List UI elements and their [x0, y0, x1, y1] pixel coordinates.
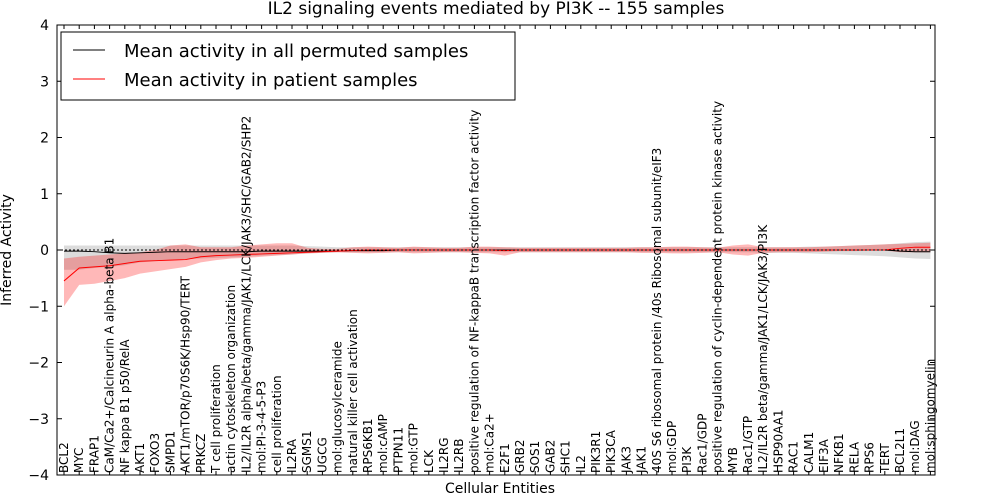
- x-tick-label: Rac1/GTP: [741, 416, 755, 473]
- legend-label-patient: Mean activity in patient samples: [124, 70, 418, 91]
- series-lines: [57, 246, 935, 282]
- x-tick-label: CALM1: [802, 432, 816, 473]
- x-tick-label: RELA: [847, 441, 861, 473]
- x-tick-label: PIK3CA: [604, 429, 618, 473]
- x-tick-label: mol:glucosylceramide: [331, 341, 345, 473]
- x-tick-label: cell proliferation: [270, 375, 284, 473]
- x-tick-label: JAK1: [635, 446, 649, 474]
- y-tick-label: 3: [40, 74, 49, 90]
- x-tick-label: BCL2: [57, 442, 71, 473]
- x-tick-label: positive regulation of NF-kappaB transcr…: [467, 110, 481, 473]
- x-tick-label: CaM/Ca2+/Calcineurin A alpha-beta B1: [103, 238, 117, 473]
- y-tick-label: 0: [40, 243, 49, 259]
- x-tick-label: SGMS1: [300, 430, 314, 473]
- x-tick-label: RAC1: [787, 441, 801, 473]
- x-tick-label: mol:PI-3-4-5-P3: [255, 381, 269, 473]
- x-tick-label: AKT1: [133, 443, 147, 473]
- x-tick-label: RPS6: [863, 442, 877, 473]
- y-tick-label: 1: [40, 187, 49, 203]
- x-tick-label: RPS6KB1: [361, 418, 375, 473]
- legend-box: [60, 31, 516, 101]
- x-tick-label: T cell proliferation: [209, 364, 223, 474]
- x-tick-label: mol:DAG: [908, 420, 922, 473]
- x-tick-label: mol:GTP: [407, 423, 421, 473]
- x-tick-label: mol:sphingomyelin: [923, 359, 937, 473]
- x-tick-label: GAB2: [543, 440, 557, 473]
- x-tick-label: IL2/IL2R alpha/beta/gamma/JAK1/LCK/JAK3/…: [239, 116, 253, 473]
- y-tick-label: 4: [40, 18, 49, 34]
- x-tick-label: PIK3R1: [589, 431, 603, 473]
- x-tick-label: actin cytoskeleton organization: [224, 285, 238, 473]
- x-tick-label: IL2RG: [437, 438, 451, 474]
- x-tick-label: IL2RA: [285, 438, 299, 473]
- legend-label-permuted: Mean activity in all permuted samples: [124, 41, 468, 62]
- x-tick-label: EIF3A: [817, 438, 831, 473]
- x-tick-label: LCK: [422, 449, 436, 473]
- x-tick-label: SOS1: [528, 441, 542, 473]
- confidence-bands: [64, 241, 931, 307]
- x-tick-label: BCL2L1: [893, 428, 907, 473]
- x-tick-label: PTPN11: [391, 427, 405, 473]
- band-series-0: [64, 241, 931, 270]
- x-tick-label: NFKB1: [832, 433, 846, 473]
- band-series-1: [64, 242, 931, 307]
- chart-title: IL2 signaling events mediated by PI3K --…: [268, 0, 725, 19]
- x-tick-label: MYB: [726, 447, 740, 473]
- x-tick-label: IL2: [574, 455, 588, 473]
- x-tick-label: GRB2: [513, 439, 527, 473]
- x-tick-label: MYC: [72, 448, 86, 473]
- x-tick-label: IL2/IL2R beta/gamma/JAK1/LCK/JAK3/PI3K: [756, 224, 770, 473]
- x-tick-label: SHC1: [559, 440, 573, 473]
- x-tick-label: mol:Ca2+: [483, 413, 497, 473]
- x-tick-label: 40S S6 ribosomal protein /40s Ribosomal …: [650, 148, 664, 473]
- x-tick-label: NF kappa B1 p50/RelA: [118, 339, 132, 473]
- x-tick-label: HSP90AA1: [771, 409, 785, 473]
- y-tick-label: −1: [28, 299, 49, 315]
- x-tick-label: FOXO3: [148, 433, 162, 473]
- x-tick-label: FRAP1: [87, 435, 101, 473]
- x-tick-label: E2F1: [498, 443, 512, 473]
- y-tick-label: −3: [28, 412, 49, 428]
- x-tick-label: SMPD1: [163, 431, 177, 473]
- y-tick-label: −4: [28, 468, 49, 484]
- x-axis-label: Cellular Entities: [445, 481, 555, 497]
- x-tick-label: Rac1/GDP: [695, 414, 709, 473]
- legend: Mean activity in all permuted samples Me…: [60, 31, 516, 101]
- x-tick-label: UGCG: [315, 437, 329, 473]
- x-tick-label: PI3K: [680, 446, 694, 473]
- y-tick-label: −2: [28, 356, 49, 372]
- y-tick-label: 2: [40, 131, 49, 147]
- x-tick-label: TERT: [878, 443, 892, 474]
- x-tick-label: mol:cAMP: [376, 414, 390, 473]
- x-tick-label: JAK3: [619, 446, 633, 474]
- x-axis: BCL2 MYC FRAP1 CaM/Ca2+/Calcineurin A alpha…: [57, 25, 937, 475]
- x-tick-label: mol:GDP: [665, 421, 679, 473]
- x-tick-label: AKT1/mTOR/p70S6K/Hsp90/TERT: [179, 275, 193, 473]
- x-tick-label: PRKCZ: [194, 434, 208, 473]
- x-tick-label: IL2RB: [452, 439, 466, 473]
- x-tick-label: natural killer cell activation: [346, 309, 360, 473]
- y-axis-label: Inferred Activity: [0, 194, 15, 306]
- x-tick-label: positive regulation of cyclin-dependent …: [711, 101, 725, 473]
- y-axis: −4 −3 −2 −1 0 1 2 3 4: [28, 18, 935, 484]
